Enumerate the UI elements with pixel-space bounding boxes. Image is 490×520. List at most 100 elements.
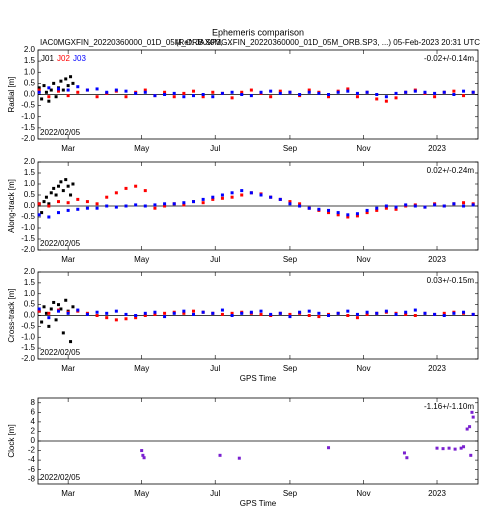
point (192, 309, 196, 313)
point (142, 456, 146, 460)
point (134, 203, 138, 207)
point (153, 312, 157, 316)
point (394, 91, 398, 95)
point (230, 96, 234, 100)
point (95, 206, 99, 210)
point (47, 311, 51, 315)
point (47, 202, 51, 206)
point (76, 197, 80, 201)
x-tick-label: Jul (210, 255, 220, 264)
point (298, 202, 302, 206)
point (143, 90, 147, 94)
point (452, 311, 456, 315)
point (52, 300, 56, 304)
point (240, 90, 244, 94)
y-tick-label: 2.0 (24, 267, 36, 276)
ylabel: Clock [m] (7, 424, 16, 457)
point (375, 208, 379, 212)
point (269, 312, 273, 316)
point (85, 312, 89, 316)
point (442, 90, 446, 94)
point (76, 90, 80, 94)
x-tick-label: Jul (210, 364, 220, 373)
point (298, 310, 302, 314)
y-tick-label: 4 (31, 417, 36, 426)
point (230, 191, 234, 195)
y-tick-label: -1.0 (21, 332, 35, 341)
point (269, 95, 273, 99)
point (452, 89, 456, 93)
point (249, 94, 253, 98)
point (56, 89, 60, 93)
point (114, 318, 118, 322)
point (192, 94, 196, 98)
point (47, 95, 51, 99)
point (365, 211, 369, 215)
point (66, 88, 70, 92)
point (307, 206, 311, 210)
point (346, 89, 350, 93)
point (375, 206, 379, 210)
point (114, 205, 118, 209)
point (471, 415, 475, 419)
point (124, 89, 128, 93)
y-tick-label: 0.0 (24, 90, 36, 99)
point (230, 90, 234, 94)
point (423, 311, 427, 315)
point (124, 95, 128, 99)
point (61, 331, 65, 335)
point (433, 312, 437, 316)
point (452, 93, 456, 96)
point (192, 200, 196, 204)
point (469, 453, 473, 457)
point (134, 314, 138, 317)
y-tick-label: 0.5 (24, 78, 36, 87)
x-tick-label: 2023 (428, 144, 446, 153)
point (355, 316, 359, 320)
point (182, 309, 186, 313)
point (192, 89, 196, 93)
y-tick-label: -0.5 (21, 321, 35, 330)
point (124, 186, 128, 190)
point (220, 91, 224, 95)
point (182, 201, 186, 205)
point (54, 95, 58, 99)
point (105, 204, 109, 208)
point (307, 88, 311, 92)
point (44, 195, 48, 199)
point (56, 184, 60, 188)
point (47, 99, 51, 103)
x-tick-label: Mar (61, 255, 75, 264)
point (153, 310, 157, 314)
point (134, 316, 138, 320)
point (435, 446, 439, 450)
point (37, 86, 41, 90)
point (327, 93, 331, 96)
point (278, 197, 282, 201)
start-date: 2022/02/05 (40, 128, 81, 137)
point (47, 324, 51, 328)
point (327, 208, 331, 212)
y-tick-label: 1.0 (24, 289, 36, 298)
point (375, 97, 379, 101)
point (336, 311, 340, 315)
point (413, 89, 417, 93)
point (56, 303, 60, 307)
point (441, 447, 445, 451)
point (105, 311, 109, 315)
y-tick-label: -2.0 (21, 354, 35, 363)
point (56, 309, 60, 313)
point (211, 90, 215, 94)
point (71, 81, 75, 85)
point (52, 186, 56, 190)
point (182, 91, 186, 95)
point (365, 208, 369, 212)
legend-entry: J02 (57, 54, 70, 63)
point (114, 88, 118, 92)
point (288, 202, 292, 206)
point (346, 314, 350, 317)
point (355, 91, 359, 95)
x-tick-label: 2023 (428, 364, 446, 373)
point (211, 195, 215, 199)
x-tick-label: May (134, 364, 149, 373)
